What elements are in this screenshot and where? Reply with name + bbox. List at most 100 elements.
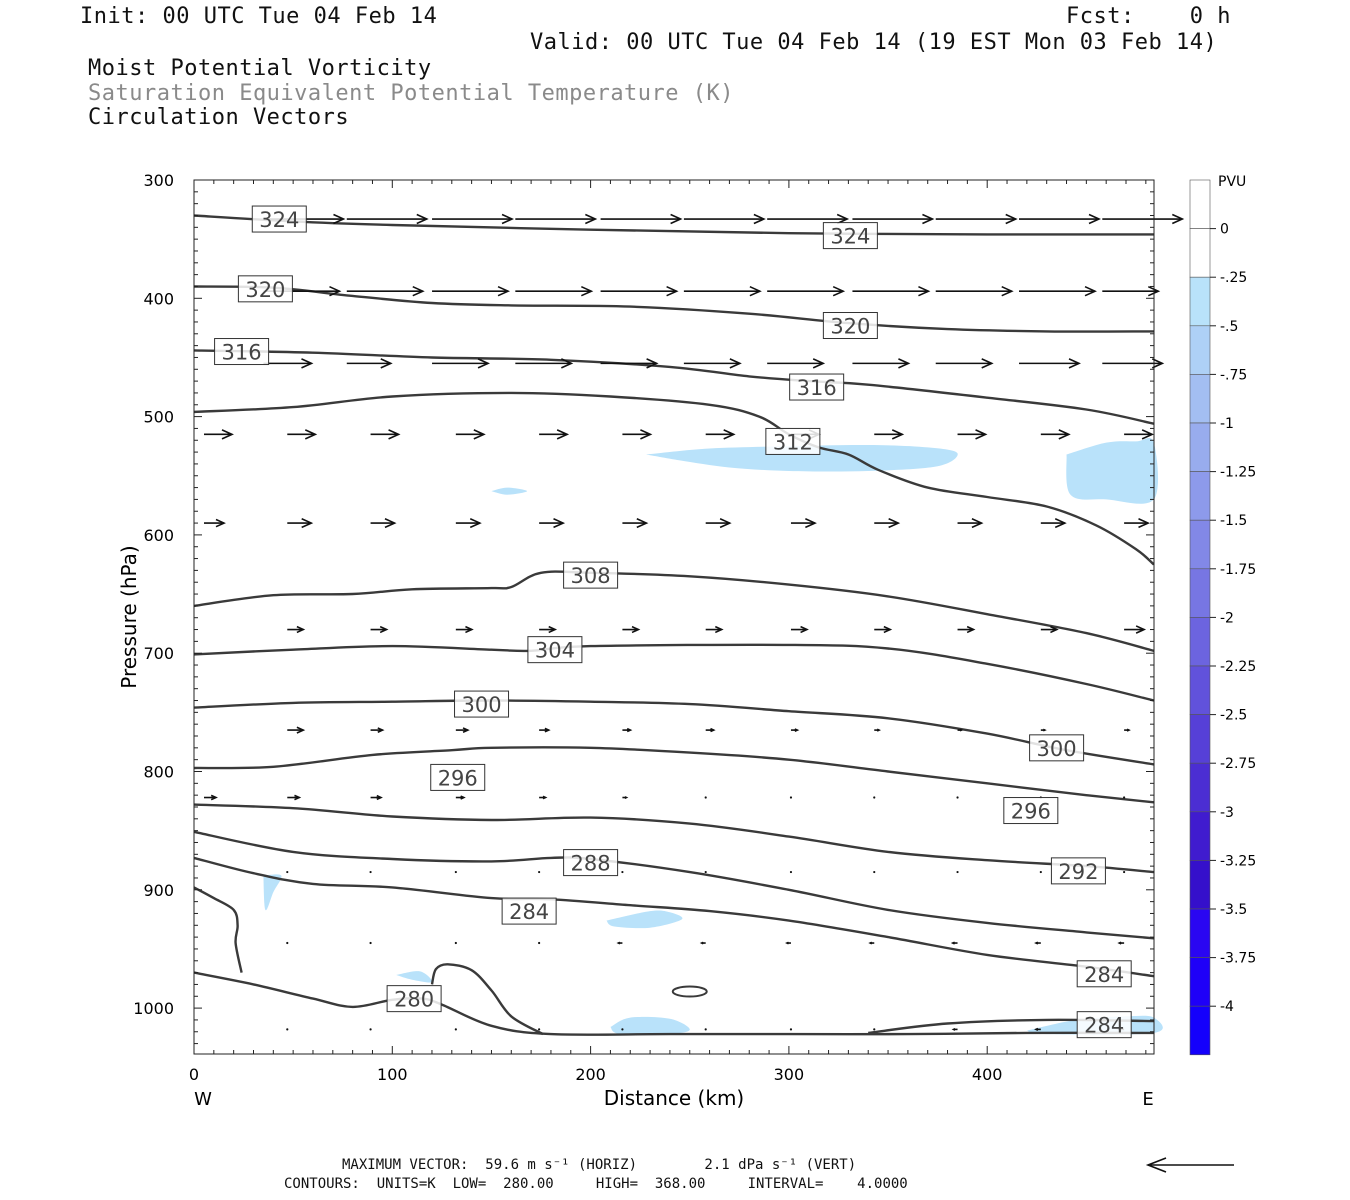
vector-arrow <box>789 1028 793 1031</box>
svg-text:284: 284 <box>509 900 549 924</box>
pv-shaded-area <box>610 1016 690 1035</box>
vector-arrow <box>704 796 707 799</box>
vector-arrow <box>455 429 486 440</box>
vector-arrow <box>874 429 905 440</box>
vector-arrow <box>515 285 594 297</box>
vector-arrow <box>785 941 791 945</box>
contour-line-280 <box>193 971 1154 1036</box>
vector-arrow <box>621 1028 624 1031</box>
vector-arrow <box>852 358 911 369</box>
x-tick-label: 400 <box>972 1065 1003 1084</box>
vector-arrow <box>704 870 707 874</box>
contour-line-308 <box>193 570 1155 652</box>
vector-arrow <box>622 727 633 733</box>
pv-shaded-area <box>491 487 528 495</box>
svg-text:296: 296 <box>1011 800 1051 824</box>
colorbar-segment <box>1189 860 1211 910</box>
contour-label: 280 <box>386 985 442 1013</box>
vector-arrow <box>1124 625 1147 634</box>
contour-closed-loop <box>671 985 708 998</box>
contour-label: 304 <box>527 636 583 664</box>
contour-label: 308 <box>563 561 619 589</box>
vector-arrow <box>705 518 732 529</box>
vector-arrow <box>454 941 457 945</box>
colorbar-segment <box>1189 179 1211 229</box>
vector-arrow <box>956 870 959 874</box>
init-time: Init: 00 UTC Tue 04 Feb 14 <box>80 4 438 29</box>
contour-line-304 <box>193 643 1155 702</box>
colorbar-segment <box>1189 471 1211 521</box>
vector-arrow <box>790 728 800 732</box>
y-tick-label: 1000 <box>133 999 174 1018</box>
vector-arrow <box>455 795 466 800</box>
colorbar-title: PVU <box>1218 174 1246 190</box>
vector-arrow <box>873 796 876 799</box>
colorbar-segment <box>1189 519 1211 570</box>
vector-arrow <box>683 213 766 225</box>
vector-arrow <box>957 429 988 440</box>
vector-arrow <box>1102 358 1165 369</box>
vector-arrow <box>538 941 541 945</box>
contour-label: 300 <box>1029 734 1085 762</box>
vector-arrow <box>790 625 809 634</box>
colorbar-tick-label: -3.25 <box>1220 853 1256 869</box>
contour-label: 312 <box>765 427 821 455</box>
colorbar-segment <box>1189 762 1211 813</box>
contour-line-292 <box>193 803 1154 874</box>
vector-arrow <box>370 727 385 733</box>
y-tick-label: 600 <box>143 526 174 545</box>
vector-arrow <box>369 870 372 874</box>
contour-line-284 <box>193 856 1154 978</box>
colorbar-tick-label: -4 <box>1220 999 1234 1015</box>
theta-es-contours <box>193 214 1155 1036</box>
x-end-label-west: W <box>194 1089 212 1110</box>
vector-arrow <box>616 941 623 945</box>
y-tick-label: 500 <box>143 408 174 427</box>
contour-label: 324 <box>822 222 878 250</box>
svg-text:292: 292 <box>1058 860 1098 884</box>
colorbar-tick-label: -1 <box>1220 416 1234 432</box>
contour-line-324 <box>193 214 1154 236</box>
colorbar-tick-label: -3 <box>1220 805 1234 821</box>
svg-text:324: 324 <box>830 225 870 249</box>
field-title-vectors: Circulation Vectors <box>88 105 350 130</box>
contour-label: 296 <box>1003 797 1059 825</box>
vector-arrow <box>852 213 935 225</box>
vector-arrow <box>622 625 641 634</box>
vector-arrow <box>370 794 383 801</box>
vector-arrow <box>622 796 629 799</box>
vector-arrow <box>538 870 541 874</box>
x-tick-label: 200 <box>575 1065 606 1084</box>
vector-arrow <box>286 1028 289 1031</box>
colorbar-segment <box>1189 811 1211 861</box>
vector-arrow <box>622 518 649 529</box>
svg-text:324: 324 <box>259 208 299 232</box>
vector-arrow <box>683 358 742 369</box>
vector-arrow <box>204 429 234 440</box>
vector-arrow <box>874 728 882 732</box>
colorbar-segment <box>1189 276 1211 327</box>
colorbar-tick-label: -3.5 <box>1220 902 1247 918</box>
colorbar-tick-label: -.25 <box>1220 270 1247 286</box>
contour-label: 292 <box>1050 857 1106 885</box>
colorbar-segment <box>1189 665 1211 715</box>
contour-label: 300 <box>454 690 510 718</box>
vector-arrow <box>704 1028 707 1031</box>
vector-arrow <box>951 1027 958 1031</box>
svg-text:280: 280 <box>394 988 434 1012</box>
vector-arrow <box>1019 213 1101 225</box>
colorbar-tick-label: -1.25 <box>1220 465 1256 481</box>
pv-shaded-area <box>606 910 683 929</box>
plot-frame <box>193 179 1155 1055</box>
svg-text:320: 320 <box>830 315 870 339</box>
contour-label: 284 <box>1076 960 1132 988</box>
vector-arrow <box>455 625 474 634</box>
contour-info-note: CONTOURS: UNITS=K LOW= 280.00 HIGH= 368.… <box>284 1176 908 1192</box>
contour-label: 284 <box>501 897 557 925</box>
colorbar-tick-label: -.5 <box>1220 319 1238 335</box>
vector-arrow <box>432 213 514 225</box>
vector-arrow <box>705 625 724 634</box>
vector-arrow <box>1102 213 1185 225</box>
pv-colorbar: 0 -.25 -.5 -.75 -1 -1.25 -1.5 -1.75 -2 -2.25 -2.5 -… <box>1189 179 1256 1056</box>
vector-arrow <box>370 625 389 634</box>
